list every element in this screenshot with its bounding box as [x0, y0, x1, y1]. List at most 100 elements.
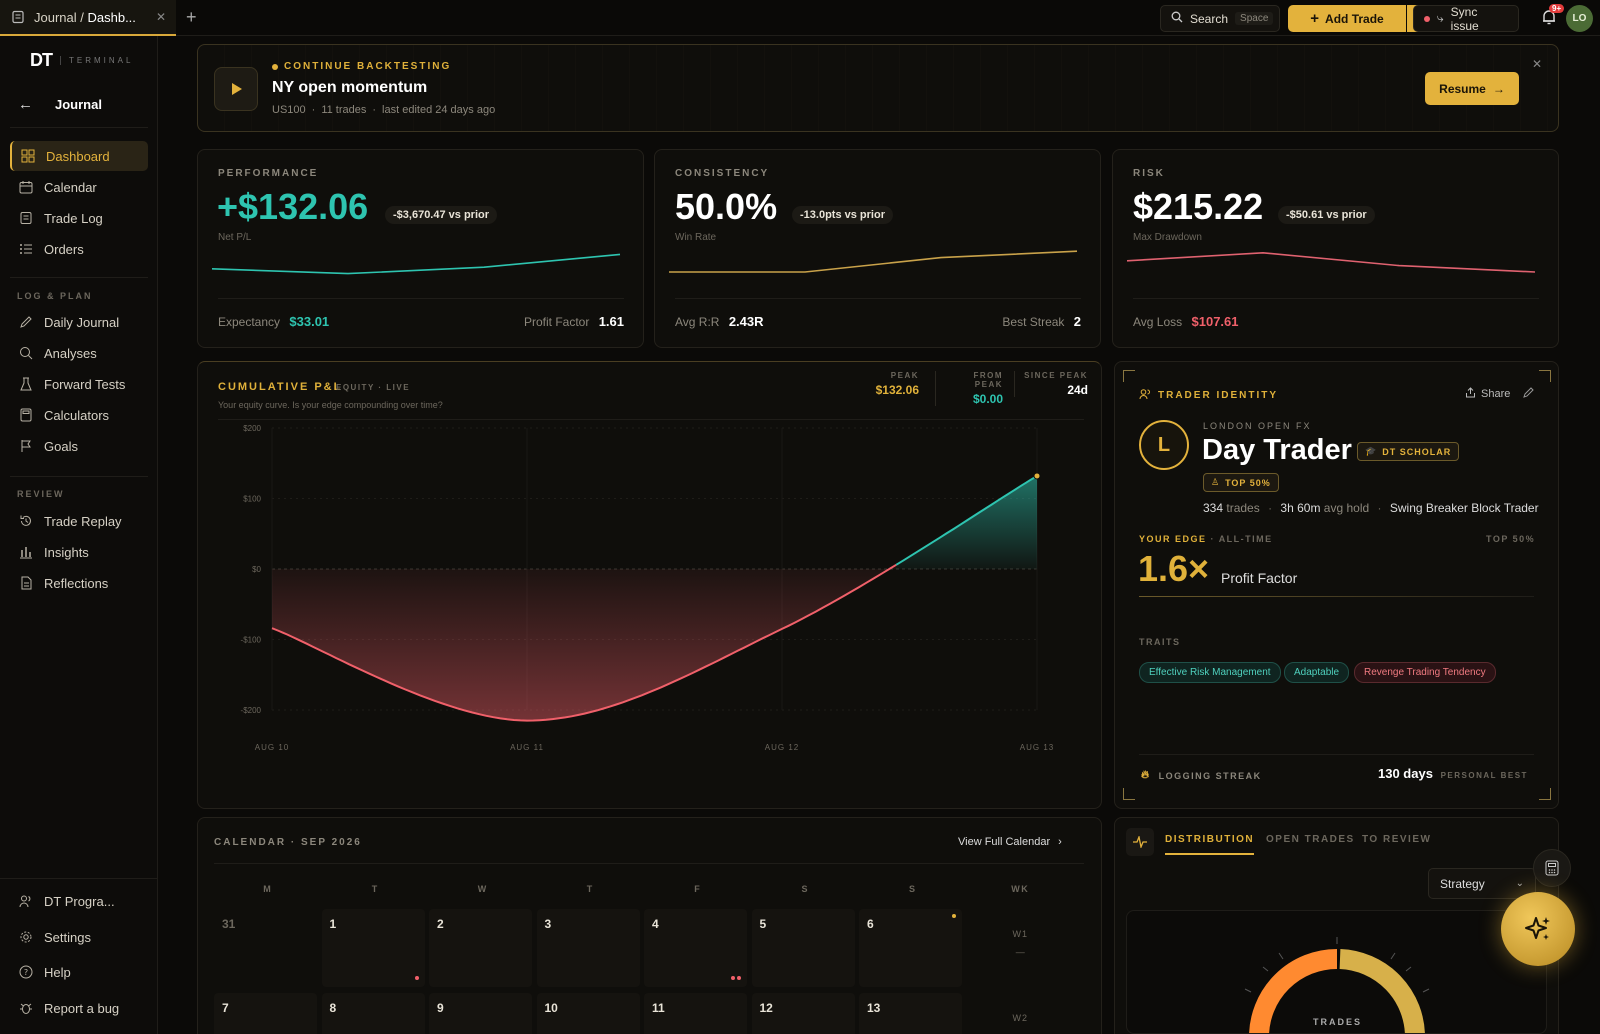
- calendar-day[interactable]: 7: [214, 993, 317, 1034]
- sidebar-item-label: DT Progra...: [44, 893, 115, 909]
- donut-label: TRADES: [1312, 1017, 1362, 1027]
- tab-journal-dashboard[interactable]: Journal / Dashb... ✕: [0, 0, 176, 36]
- search-button[interactable]: Search Space: [1160, 5, 1280, 32]
- divider: [10, 127, 148, 128]
- pulse-icon: [1126, 828, 1154, 856]
- help-icon: ?: [18, 964, 34, 980]
- equity-line-positive: [895, 475, 1038, 566]
- sidebar-item-label: Analyses: [44, 345, 97, 361]
- sidebar-item-label: Dashboard: [46, 148, 110, 164]
- edge-metric: Profit Factor: [1221, 570, 1298, 586]
- negative-area: [272, 564, 897, 721]
- tab-to-review[interactable]: TO REVIEW: [1362, 834, 1432, 845]
- sidebar-item-label: Daily Journal: [44, 314, 120, 330]
- sidebar-item-dt-program[interactable]: DT Progra...: [10, 886, 148, 916]
- calendar-day[interactable]: 13: [859, 993, 962, 1034]
- close-tab-icon[interactable]: ✕: [155, 10, 166, 24]
- calendar-day-number: 5: [759, 917, 767, 931]
- new-tab-button[interactable]: +: [186, 7, 197, 27]
- avatar[interactable]: LO: [1566, 5, 1593, 32]
- calendar-day-number: 11: [652, 1001, 665, 1015]
- calendar-day[interactable]: 31: [214, 909, 317, 987]
- ai-assistant-button[interactable]: [1501, 892, 1575, 966]
- calendar-day[interactable]: 6: [859, 909, 962, 987]
- weekday-label: S: [908, 884, 917, 894]
- sidebar-item-orders[interactable]: Orders: [10, 234, 148, 264]
- close-banner-icon[interactable]: ✕: [1532, 57, 1543, 71]
- perf-delta: -$3,670.47 vs prior: [385, 206, 498, 224]
- streak-value: 130 days PERSONAL BEST: [1378, 766, 1528, 781]
- trait-chip[interactable]: Adaptable: [1284, 662, 1350, 683]
- calendar-day[interactable]: 4: [644, 909, 747, 987]
- x-tick-label: AUG 12: [765, 743, 799, 752]
- search-shortcut: Space: [1235, 12, 1274, 25]
- notification-badge: 9+: [1549, 4, 1565, 13]
- week-label: W2: [1012, 1013, 1028, 1023]
- calendar-day[interactable]: 3: [536, 909, 640, 987]
- tab-open-trades[interactable]: OPEN TRADES: [1266, 834, 1355, 845]
- sidebar-item-daily-journal[interactable]: Daily Journal: [10, 307, 148, 337]
- cons-sub: Win Rate: [675, 232, 717, 243]
- calendar-day[interactable]: 12: [751, 993, 855, 1034]
- perf-label: PERFORMANCE: [218, 168, 319, 179]
- banner-kicker: CONTINUE BACKTESTING: [272, 61, 451, 72]
- sidebar-item-settings[interactable]: Settings: [10, 922, 148, 952]
- gear-icon: [18, 929, 34, 945]
- sidebar-item-calendar[interactable]: Calendar: [10, 172, 148, 202]
- perf-sub: Net P/L: [218, 232, 252, 243]
- strategy-select[interactable]: Strategy ⌄: [1428, 868, 1536, 899]
- calendar-day[interactable]: 1: [321, 909, 425, 987]
- sidebar-item-help[interactable]: ? Help: [10, 957, 148, 987]
- trait-chip[interactable]: Revenge Trading Tendency: [1354, 662, 1496, 683]
- identity-group: LONDON OPEN FX: [1203, 421, 1312, 431]
- sync-label: Sync issue: [1450, 4, 1479, 33]
- tab-distribution[interactable]: DISTRIBUTION: [1165, 834, 1255, 855]
- sync-issue-button[interactable]: ⤷ Sync issue: [1413, 4, 1519, 33]
- cons-avg-rr: Avg R:R 2.43R: [675, 314, 764, 329]
- view-full-calendar-link[interactable]: View Full Calendar ›: [958, 836, 1062, 848]
- resume-button[interactable]: Resume →: [1425, 72, 1519, 105]
- weekday-label: F: [694, 884, 702, 894]
- sidebar-item-trade-log[interactable]: Trade Log: [10, 203, 148, 233]
- calendar-day[interactable]: 8: [321, 993, 425, 1034]
- equity-subtitle: Your equity curve. Is your edge compound…: [218, 400, 443, 410]
- calculator-icon: [1545, 860, 1559, 876]
- calendar-day[interactable]: 5: [751, 909, 855, 987]
- back-button[interactable]: ← Journal: [18, 96, 102, 113]
- sidebar-item-trade-replay[interactable]: Trade Replay: [10, 506, 148, 536]
- calendar-day[interactable]: 10: [536, 993, 640, 1034]
- sidebar-item-report-bug[interactable]: Report a bug: [10, 993, 148, 1023]
- trait-chip[interactable]: Effective Risk Management: [1139, 662, 1281, 683]
- tab-title: Journal / Dashb...: [34, 9, 136, 25]
- calendar-day[interactable]: 11: [644, 993, 747, 1034]
- share-button[interactable]: Share: [1465, 387, 1510, 401]
- trade-dot: [952, 914, 956, 918]
- logo-subtitle: TERMINAL: [60, 56, 133, 65]
- sidebar-item-goals[interactable]: Goals: [10, 431, 148, 461]
- corner-bl: [1123, 788, 1135, 800]
- calendar-day-number: 13: [867, 1001, 881, 1015]
- sidebar-item-calculators[interactable]: Calculators: [10, 400, 148, 430]
- add-trade-button[interactable]: + Add Trade: [1288, 5, 1406, 32]
- sidebar-item-analyses[interactable]: Analyses: [10, 338, 148, 368]
- sidebar-item-reflections[interactable]: Reflections: [10, 568, 148, 598]
- error-dot-icon: [1424, 15, 1430, 22]
- cons-best-streak: Best Streak 2: [1002, 314, 1081, 329]
- calendar-day[interactable]: 2: [429, 909, 532, 987]
- calendar-day[interactable]: 9: [429, 993, 532, 1034]
- sidebar-item-dashboard[interactable]: Dashboard: [10, 141, 148, 171]
- bar-chart-icon: [18, 544, 34, 560]
- equity-title: CUMULATIVE P&L: [218, 381, 343, 393]
- sidebar-item-insights[interactable]: Insights: [10, 537, 148, 567]
- play-button[interactable]: [214, 67, 258, 111]
- trade-dot: [731, 976, 735, 980]
- weekday-label: WK: [1011, 884, 1030, 894]
- edit-icon[interactable]: [1522, 386, 1535, 402]
- donut-chart: [1244, 937, 1430, 1033]
- week-value: —: [1015, 947, 1025, 957]
- calculator-float-button[interactable]: [1533, 849, 1571, 887]
- arrow-right-icon: →: [1492, 81, 1505, 96]
- flask-icon: [18, 376, 34, 392]
- magnifier-icon: [18, 345, 34, 361]
- sidebar-item-forward-tests[interactable]: Forward Tests: [10, 369, 148, 399]
